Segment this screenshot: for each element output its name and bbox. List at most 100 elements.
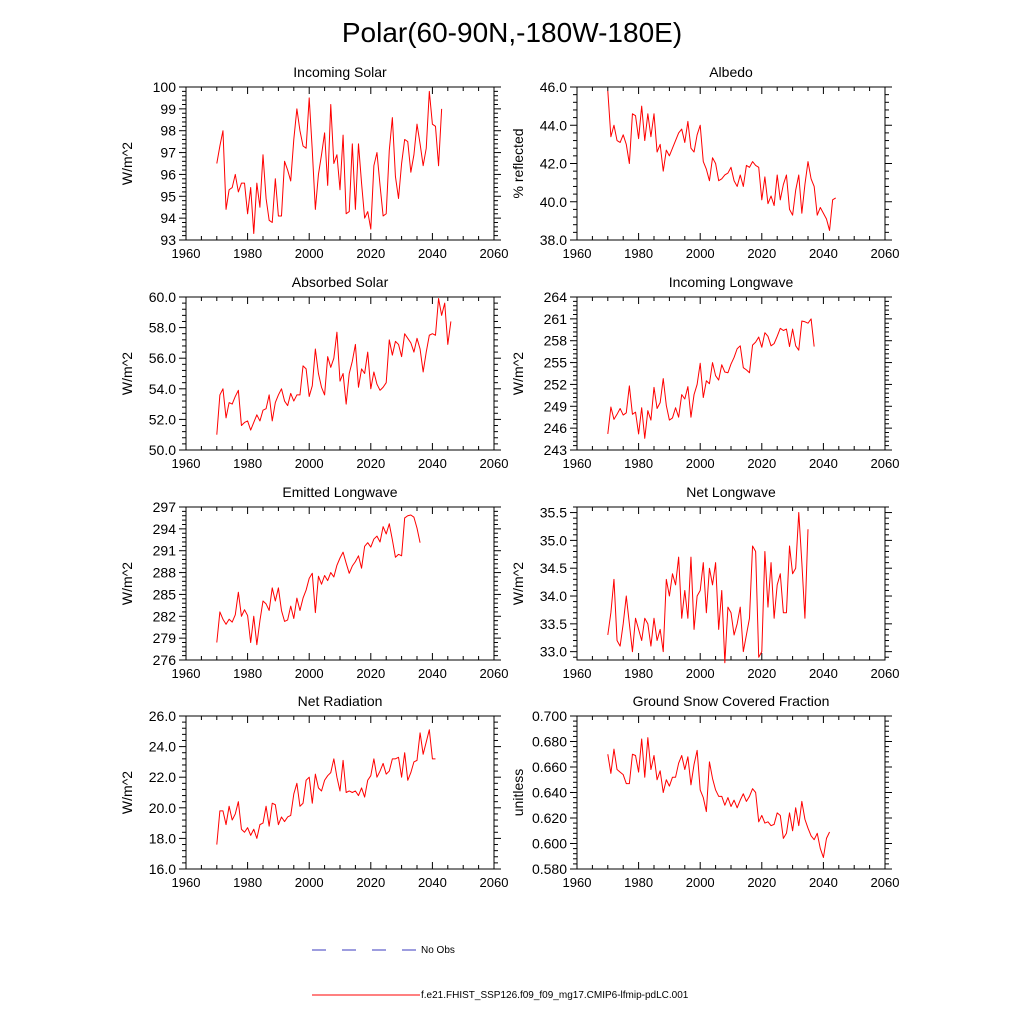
x-tick-label: 1980 [624, 875, 653, 890]
x-tick-label: 2040 [418, 666, 447, 681]
y-tick-label: 94 [160, 210, 176, 226]
chart-title: Absorbed Solar [292, 274, 389, 290]
y-tick-label: 99 [160, 101, 176, 117]
y-tick-label: 98 [160, 123, 176, 139]
y-tick-label: 0.580 [532, 861, 567, 877]
y-tick-label: 0.700 [532, 708, 567, 724]
y-tick-label: 258 [544, 333, 568, 349]
x-tick-label: 2040 [418, 456, 447, 471]
x-tick-label: 2000 [686, 666, 715, 681]
x-tick-label: 2000 [295, 875, 324, 890]
y-tick-label: 34.5 [540, 560, 567, 576]
x-tick-label: 2040 [809, 875, 838, 890]
y-tick-label: 33.5 [540, 616, 567, 632]
chart-title: Albedo [709, 64, 753, 80]
legend-model-label: f.e21.FHIST_SSP126.f09_f09_mg17.CMIP6-lf… [421, 990, 689, 1001]
y-tick-label: 0.680 [532, 734, 567, 750]
x-tick-label: 2020 [747, 246, 776, 261]
plot-frame [185, 506, 495, 661]
y-tick-label: 0.640 [532, 785, 567, 801]
plot-frame [576, 715, 886, 870]
legend-obs-label: No Obs [421, 945, 455, 956]
chart-title: Emitted Longwave [282, 484, 397, 500]
x-tick-label: 2000 [295, 666, 324, 681]
x-tick-label: 2020 [356, 246, 385, 261]
y-tick-label: 0.660 [532, 759, 567, 775]
plot-frame [576, 86, 886, 241]
y-tick-label: 24.0 [149, 739, 176, 755]
y-tick-label: 54.0 [149, 381, 176, 397]
y-axis-label: W/m^2 [119, 352, 135, 395]
x-tick-label: 1980 [624, 666, 653, 681]
y-tick-label: 0.600 [532, 836, 567, 852]
chart-net-radiation: Net Radiation W/m^2 1960 1980 2000 2020 2040 20… [119, 693, 508, 890]
y-axis-label: W/m^2 [510, 352, 526, 395]
chart-title: Incoming Longwave [669, 274, 794, 290]
y-tick-label: 40.0 [540, 194, 567, 210]
y-tick-label: 33.0 [540, 644, 567, 660]
y-axis-label: W/m^2 [119, 562, 135, 605]
y-tick-label: 60.0 [149, 289, 176, 305]
chart-absorbed-solar: Absorbed Solar W/m^2 1960 1980 2000 2020 2040 2… [119, 274, 508, 471]
x-tick-label: 2060 [480, 666, 509, 681]
x-tick-label: 2000 [295, 246, 324, 261]
x-tick-label: 1980 [233, 246, 262, 261]
y-tick-label: 20.0 [149, 800, 176, 816]
x-tick-label: 2020 [356, 666, 385, 681]
x-tick-label: 1980 [624, 246, 653, 261]
chart-title: Ground Snow Covered Fraction [633, 693, 830, 709]
plot-frame [576, 296, 886, 451]
chart-title: Net Radiation [298, 693, 383, 709]
chart-incoming-solar: Incoming Solar W/m^2 1960 1980 2000 2020 2040 2… [119, 64, 508, 261]
x-tick-label: 1960 [172, 246, 201, 261]
figure-title: Polar(60-90N,-180W-180E) [342, 17, 682, 48]
x-tick-label: 2020 [356, 875, 385, 890]
y-tick-label: 95 [160, 188, 176, 204]
x-tick-label: 1960 [172, 666, 201, 681]
y-tick-label: 22.0 [149, 769, 176, 785]
y-tick-label: 58.0 [149, 320, 176, 336]
plot-frame [185, 715, 495, 870]
plot-frame [576, 506, 886, 661]
y-tick-label: 243 [544, 442, 568, 458]
y-tick-label: 93 [160, 232, 176, 248]
y-tick-label: 0.620 [532, 810, 567, 826]
y-axis-label: % reflected [510, 128, 526, 198]
x-tick-label: 2000 [686, 246, 715, 261]
x-tick-label: 2060 [480, 246, 509, 261]
x-tick-label: 1980 [233, 875, 262, 890]
x-tick-label: 1980 [233, 666, 262, 681]
y-tick-label: 96 [160, 166, 176, 182]
y-tick-label: 35.5 [540, 505, 567, 521]
x-tick-label: 2060 [871, 875, 900, 890]
y-tick-label: 294 [153, 521, 177, 537]
series-line [216, 514, 421, 646]
y-tick-label: 26.0 [149, 708, 176, 724]
y-tick-label: 46.0 [540, 79, 567, 95]
y-tick-label: 246 [544, 420, 568, 436]
x-tick-label: 2060 [871, 666, 900, 681]
x-tick-label: 2060 [480, 875, 509, 890]
x-tick-label: 2060 [480, 456, 509, 471]
series-line [216, 729, 436, 845]
x-tick-label: 2060 [871, 246, 900, 261]
x-tick-label: 1980 [624, 456, 653, 471]
panels-container: Incoming Solar W/m^2 1960 1980 2000 2020 2040 2… [119, 64, 899, 890]
x-tick-label: 2000 [295, 456, 324, 471]
y-tick-label: 50.0 [149, 442, 176, 458]
y-tick-label: 249 [544, 398, 568, 414]
series-line [607, 90, 836, 231]
series-line [607, 737, 831, 859]
y-tick-label: 34.0 [540, 588, 567, 604]
x-tick-label: 2020 [747, 456, 776, 471]
y-tick-label: 52.0 [149, 411, 176, 427]
x-tick-label: 2020 [747, 666, 776, 681]
chart-albedo: Albedo % reflected 1960 1980 2000 2020 2040 206… [510, 64, 899, 261]
chart-emitted-longwave: Emitted Longwave W/m^2 1960 1980 2000 2020 204… [119, 484, 508, 681]
y-axis-label: unitless [510, 769, 526, 816]
x-tick-label: 2020 [747, 875, 776, 890]
y-tick-label: 291 [153, 543, 177, 559]
x-tick-label: 1960 [172, 456, 201, 471]
chart-incoming-longwave: Incoming Longwave W/m^2 1960 1980 2000 2020 20… [510, 274, 899, 471]
series-line [607, 318, 815, 439]
